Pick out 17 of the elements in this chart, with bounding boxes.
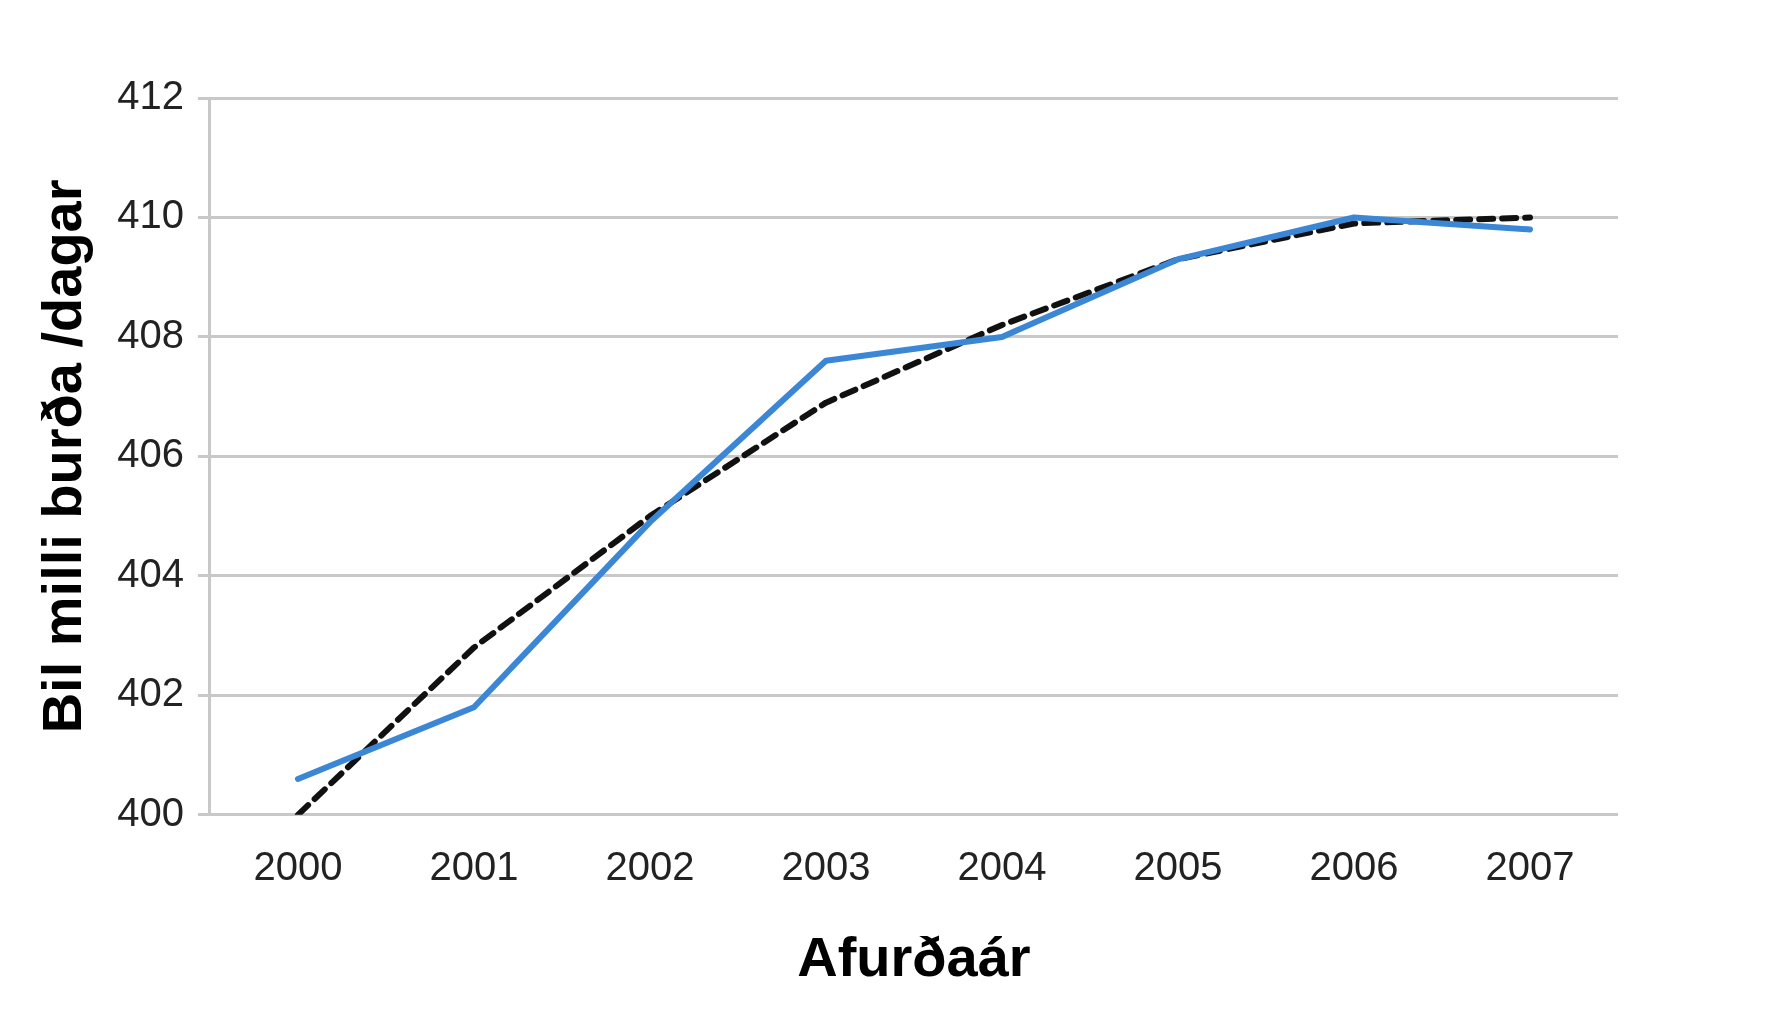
x-tick-label: 2001 (429, 843, 519, 888)
y-tick-label: 410 (117, 192, 184, 237)
y-tick-label: 406 (117, 431, 184, 476)
x-tick-label: 2003 (781, 843, 871, 888)
x-axis-title: Afurðaár (797, 924, 1031, 988)
x-tick-label: 2006 (1309, 843, 1399, 888)
y-tick-label: 404 (117, 550, 184, 595)
x-tick-label: 2005 (1133, 843, 1223, 888)
y-tick-label: 402 (117, 670, 184, 715)
x-tick-label: 2004 (957, 843, 1047, 888)
x-tick-label: 2000 (253, 843, 343, 888)
y-tick-label: 400 (117, 789, 184, 834)
x-tick-label: 2007 (1485, 843, 1575, 888)
y-axis-title: Bil milli burða /dagar (30, 179, 94, 734)
y-tick-label: 412 (117, 73, 184, 118)
y-tick-label: 408 (117, 311, 184, 356)
x-tick-label: 2002 (605, 843, 695, 888)
